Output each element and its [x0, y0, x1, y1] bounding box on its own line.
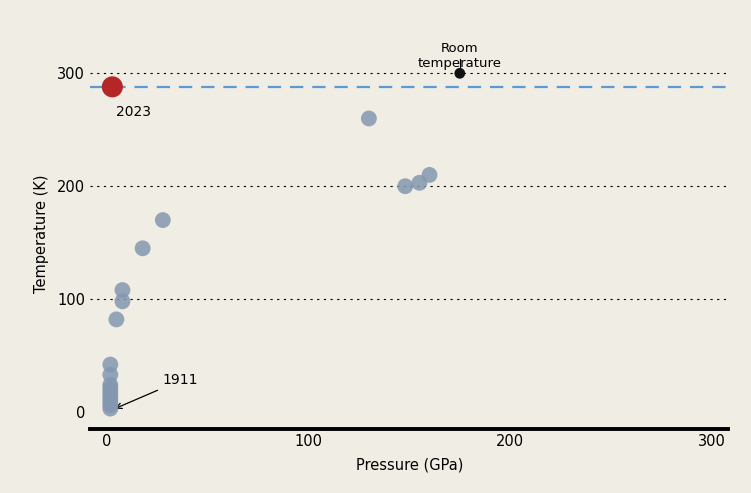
Text: 2023: 2023 — [116, 105, 152, 119]
Point — [424, 171, 436, 179]
X-axis label: Pressure (GPa): Pressure (GPa) — [356, 457, 463, 472]
Point — [454, 70, 466, 77]
Point — [104, 387, 116, 395]
Point — [104, 391, 116, 399]
Point — [110, 316, 122, 323]
Y-axis label: Temperature (K): Temperature (K) — [34, 175, 49, 293]
Point — [104, 360, 116, 368]
Point — [104, 385, 116, 392]
Point — [104, 371, 116, 379]
Point — [400, 182, 412, 190]
Text: 1911: 1911 — [116, 373, 198, 408]
Point — [363, 114, 375, 122]
Point — [157, 216, 169, 224]
Point — [107, 83, 119, 91]
Point — [116, 297, 128, 305]
Point — [104, 405, 116, 413]
Point — [104, 401, 116, 409]
Point — [104, 381, 116, 389]
Point — [137, 245, 149, 252]
Point — [104, 398, 116, 406]
Point — [116, 286, 128, 294]
Text: Room
temperature: Room temperature — [418, 42, 502, 70]
Point — [104, 394, 116, 402]
Point — [413, 179, 425, 187]
